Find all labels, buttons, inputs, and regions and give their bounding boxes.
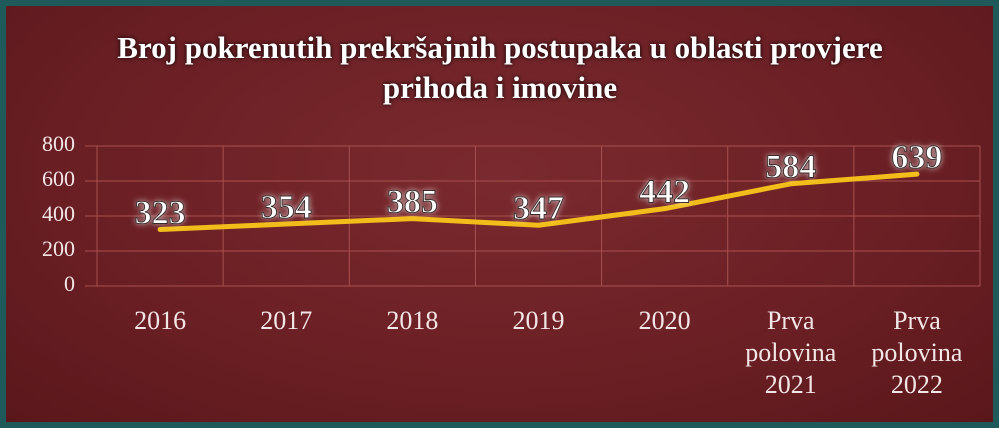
y-tick-label: 800 <box>42 131 75 156</box>
x-tick-label: Prva polovina 2021 <box>745 306 837 399</box>
x-tick-label: 2017 <box>260 306 313 335</box>
y-tick-label: 400 <box>42 201 75 226</box>
y-tick-label: 600 <box>42 166 75 191</box>
line <box>157 171 920 232</box>
data-label: 639 <box>891 139 942 176</box>
x-tick-label: 2020 <box>638 306 691 335</box>
x-tick-label: 2016 <box>134 306 187 335</box>
data-label: 385 <box>387 183 438 220</box>
data-label: 354 <box>261 189 312 226</box>
chart-background <box>6 6 993 422</box>
data-label: 584 <box>765 149 816 186</box>
x-tick-label: Prva polovina 2022 <box>871 306 963 399</box>
chart-title: Broj pokrenutih prekršajnih postupaka u … <box>117 30 883 105</box>
y-tick-label: 0 <box>64 271 75 296</box>
data-label: 442 <box>639 173 690 210</box>
x-tick-label: 2019 <box>512 306 565 335</box>
x-tick-label: 2018 <box>386 306 439 335</box>
data-label: 347 <box>513 190 564 227</box>
data-label: 323 <box>135 194 186 231</box>
y-tick-label: 200 <box>42 236 75 261</box>
